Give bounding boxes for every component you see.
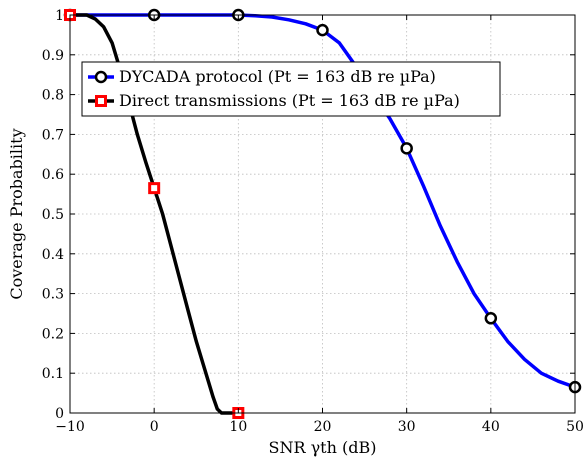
y-tick-label: 0.9: [42, 48, 64, 64]
legend-marker: [94, 70, 108, 84]
data-point: [484, 312, 498, 325]
legend: DYCADA protocol (Pt = 163 dB re µPa) Dire…: [81, 61, 501, 117]
y-tick-label: 0.1: [42, 366, 64, 382]
y-tick-label: 0.5: [42, 207, 64, 223]
y-tick-label: 0.7: [42, 127, 64, 143]
data-point: [148, 182, 161, 195]
x-tick-label: 50: [566, 419, 584, 435]
y-tick-label: 1: [55, 8, 64, 24]
legend-box: [81, 61, 501, 117]
y-axis-label: Coverage Probability: [7, 128, 26, 299]
data-point: [316, 23, 329, 37]
x-tick-label: 0: [150, 419, 159, 435]
data-point: [400, 142, 413, 155]
x-tick-label: 10: [229, 419, 247, 435]
x-tick-label: 40: [482, 419, 500, 435]
x-tick-label: −10: [55, 419, 85, 435]
x-tick-label: 20: [314, 419, 332, 435]
y-tick-label: 0: [55, 406, 64, 422]
legend-entry: DYCADA protocol (Pt = 163 dB re µPa): [119, 67, 436, 86]
x-axis-label: SNR γth (dB): [269, 438, 377, 457]
y-tick-label: 0.3: [42, 287, 64, 303]
y-tick-label: 0.2: [42, 326, 64, 342]
legend-entry: Direct transmissions (Pt = 163 dB re µPa…: [119, 91, 460, 110]
x-tick-label: 30: [398, 419, 416, 435]
legend-marker: [95, 95, 107, 107]
series-line: [68, 13, 241, 415]
y-tick-label: 0.8: [42, 88, 64, 104]
y-tick-label: 0.6: [42, 167, 64, 183]
y-tick-label: 0.4: [42, 247, 64, 263]
ticks: −10 0 10 20 30 40 5000.10.20.30.40.50.60.70.80…: [42, 8, 584, 435]
